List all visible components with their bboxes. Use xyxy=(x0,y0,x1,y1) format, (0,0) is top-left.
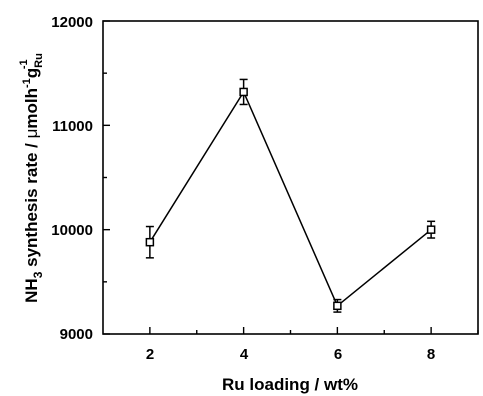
data-point xyxy=(239,87,248,97)
y-axis-g: g xyxy=(22,68,41,78)
y-axis-sub-ru: Ru xyxy=(33,53,45,68)
x-axis-title: Ru loading / wt% xyxy=(222,375,358,394)
y-tick-label-10000: 10000 xyxy=(51,222,93,239)
y-tick-label-11000: 11000 xyxy=(52,118,93,135)
data-point xyxy=(145,237,155,247)
data-point xyxy=(333,301,342,311)
y-tick-label-9000: 9000 xyxy=(60,326,93,343)
y-axis-mu: μ xyxy=(22,129,41,139)
x-tick-label-6: 6 xyxy=(334,346,342,363)
x-tick-label-8: 8 xyxy=(427,346,435,363)
series-line xyxy=(149,90,432,308)
y-axis-molh: molh xyxy=(22,88,41,129)
y-axis-nh: NH xyxy=(22,278,41,303)
y-axis-mid: synthesis rate / xyxy=(22,138,41,271)
x-tick-label-4: 4 xyxy=(240,346,249,363)
x-tick-label-2: 2 xyxy=(146,346,154,363)
tick-labels: 9000 10000 11000 12000 2 4 6 8 xyxy=(51,14,435,363)
y-tick-label-12000: 12000 xyxy=(51,14,93,31)
y-axis-sub3: 3 xyxy=(31,271,45,278)
y-axis-sup-1: -1 xyxy=(18,59,30,69)
y-axis-title: NH3 synthesis rate / μmolh-1gRu-1 xyxy=(18,53,45,303)
plot-frame xyxy=(102,20,479,335)
ticks xyxy=(103,20,479,335)
series-rate xyxy=(145,78,436,313)
data-point xyxy=(426,225,436,234)
y-axis-sup-neg1: -1 xyxy=(21,78,33,88)
